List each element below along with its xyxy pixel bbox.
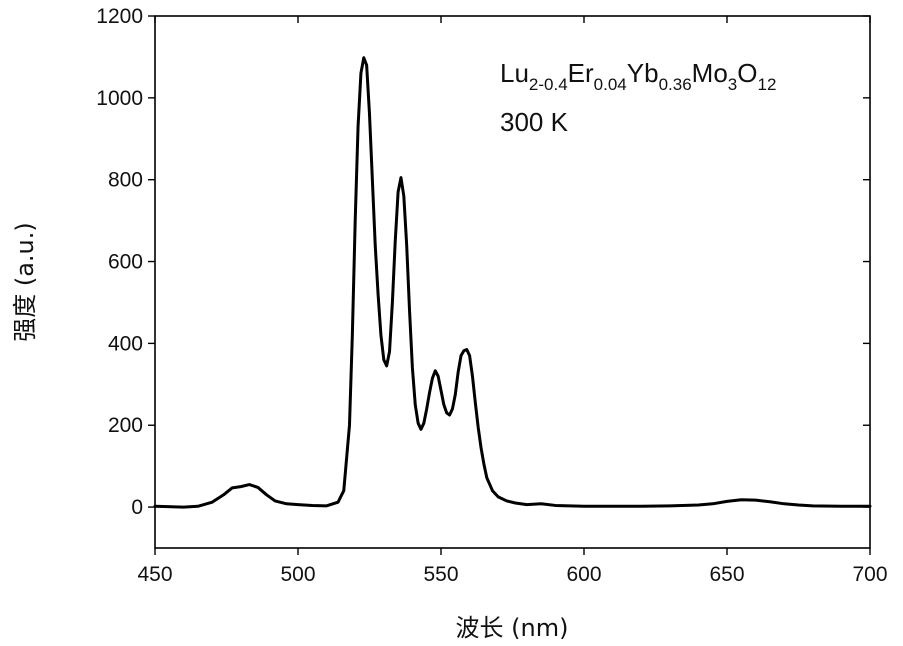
x-tick-label: 600 bbox=[566, 563, 601, 586]
formula-element: Er bbox=[568, 58, 594, 88]
spectrum-line bbox=[153, 56, 872, 509]
formula-element: Lu bbox=[500, 58, 529, 88]
y-tick-label: 1200 bbox=[96, 5, 143, 28]
formula-subscript: 0.36 bbox=[659, 75, 692, 94]
formula-subscript: 2-0.4 bbox=[529, 75, 568, 94]
compound-formula-annotation: Lu2-0.4Er0.04Yb0.36Mo3O12 bbox=[500, 58, 776, 94]
y-tick-label: 400 bbox=[108, 332, 143, 355]
y-tick-label: 800 bbox=[108, 169, 143, 192]
x-tick-label: 700 bbox=[852, 563, 887, 586]
y-tick-label: 1000 bbox=[96, 87, 143, 110]
x-tick-label: 500 bbox=[280, 563, 315, 586]
y-tick-label: 600 bbox=[108, 251, 143, 274]
formula-subscript: 3 bbox=[728, 75, 737, 94]
x-tick-label: 450 bbox=[137, 563, 172, 586]
x-tick-label: 650 bbox=[709, 563, 744, 586]
formula-subscript: 0.04 bbox=[594, 75, 627, 94]
plot-area-frame bbox=[154, 15, 871, 549]
y-tick-label: 0 bbox=[131, 496, 143, 519]
x-tick-label: 550 bbox=[423, 563, 458, 586]
formula-element: O bbox=[737, 58, 757, 88]
formula-element: Mo bbox=[692, 58, 728, 88]
y-axis-label: 强度 (a.u.) bbox=[11, 222, 39, 342]
formula-element: Yb bbox=[627, 58, 659, 88]
y-tick-label: 200 bbox=[108, 414, 143, 437]
temperature-annotation: 300 K bbox=[500, 107, 569, 137]
x-axis-label: 波长 (nm) bbox=[456, 614, 569, 642]
formula-subscript: 12 bbox=[758, 75, 777, 94]
